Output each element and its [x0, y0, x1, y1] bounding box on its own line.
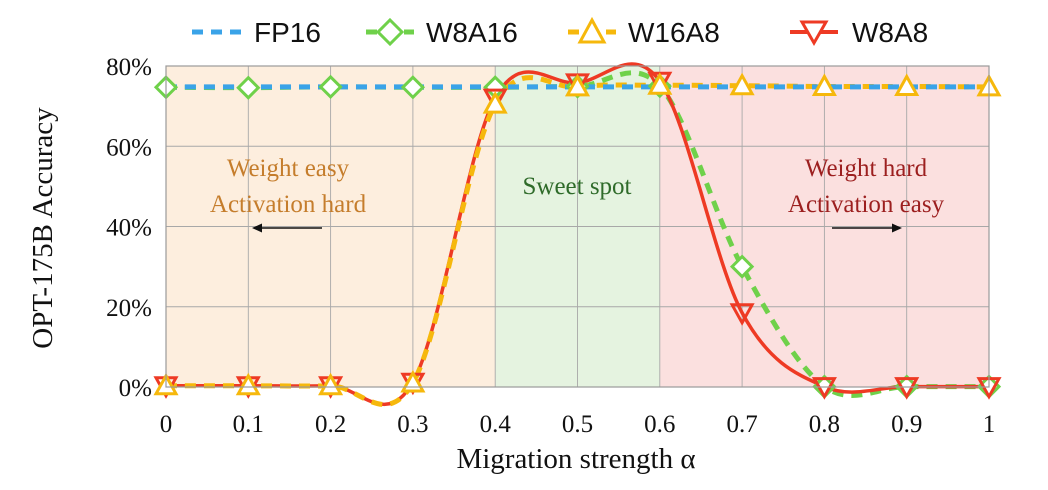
marker-w8a8: [729, 303, 755, 326]
marker-w16a8: [235, 372, 261, 396]
marker-w16a8: [647, 72, 673, 95]
right-arrow-icon: [832, 223, 902, 233]
y-tick-label: 80%: [106, 54, 152, 81]
legend-item-w8a8: W8A8: [790, 17, 928, 48]
marker-w16a8: [894, 73, 920, 96]
legend-w8a8-triangle-icon: [799, 20, 829, 47]
marker-w16a8: [564, 73, 591, 97]
annotation-activation-hard: Activation hard: [210, 191, 367, 218]
legend-label-w8a8: W8A8: [852, 17, 928, 48]
y-tick-label: 0%: [119, 375, 152, 402]
x-tick-labels: 0 0.1 0.2 0.3 0.4 0.5 0.6 0.7 0.8 0.9 1: [160, 411, 996, 438]
x-axis-title: Migration strength α: [456, 443, 695, 475]
annotation-activation-easy: Activation easy: [788, 191, 945, 218]
legend-item-w16a8: W16A8: [568, 16, 720, 48]
marker-w16a8: [729, 72, 755, 96]
x-tick-label: 0.4: [480, 411, 512, 438]
marker-w8a16: [729, 254, 755, 279]
legend-label-fp16: FP16: [254, 17, 321, 48]
legend-item-fp16: FP16: [192, 17, 321, 48]
x-tick-label: 0.5: [562, 411, 593, 438]
plot-frame: [165, 65, 990, 388]
marker-w8a16: [400, 75, 426, 100]
legend: FP16 W8A16 W16A8 W8A8: [192, 16, 928, 48]
marker-w8a16: [318, 74, 343, 100]
y-tick-labels: 0% 20% 40% 60% 80%: [106, 54, 152, 402]
y-tick-label: 60%: [106, 134, 152, 161]
x-tick-label: 0.7: [726, 411, 757, 438]
marker-w16a8: [811, 73, 837, 96]
x-tick-label: 0.1: [233, 411, 264, 438]
x-tick-label: 0.8: [809, 411, 840, 438]
x-tick-label: 1: [983, 411, 996, 438]
y-axis-title: OPT-175B Accuracy: [27, 107, 59, 349]
legend-label-w8a16: W8A16: [426, 17, 518, 48]
y-tick-label: 20%: [106, 295, 152, 322]
annotation-weight-hard: Weight hard: [805, 155, 928, 182]
x-tick-label: 0: [160, 411, 173, 438]
annotation-weight-easy: Weight easy: [227, 155, 350, 182]
legend-label-w16a8: W16A8: [628, 17, 720, 48]
annotations: Weight easy Activation hard Sweet spot W…: [210, 155, 945, 233]
marker-w16a8: [318, 372, 344, 396]
marker-w16a8: [482, 91, 508, 114]
x-tick-label: 0.3: [397, 411, 428, 438]
x-tick-label: 0.6: [644, 411, 675, 438]
marker-w8a8: [482, 88, 508, 112]
legend-w16a8-triangle-icon: [577, 16, 607, 44]
left-arrow-icon: [252, 223, 322, 233]
y-tick-label: 40%: [106, 215, 152, 242]
legend-item-w8a16: W8A16: [366, 17, 518, 48]
x-tick-label: 0.2: [315, 411, 346, 438]
x-tick-label: 0.9: [891, 411, 922, 438]
legend-w8a16-diamond-icon: [375, 17, 405, 47]
annotation-sweet-spot: Sweet spot: [522, 173, 631, 200]
marker-w8a16: [236, 75, 261, 100]
